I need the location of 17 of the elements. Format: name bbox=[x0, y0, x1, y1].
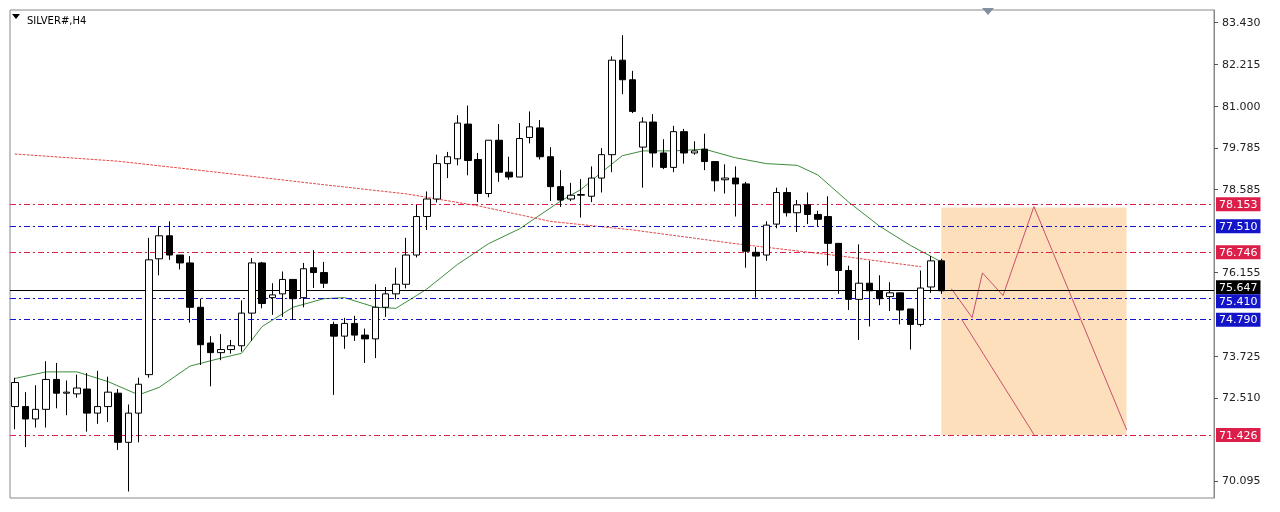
y-tick-label: 72.510 bbox=[1222, 391, 1261, 405]
y-tick-label: 70.095 bbox=[1222, 474, 1261, 488]
y-tick-label: 83.430 bbox=[1222, 16, 1261, 30]
ref-line-label: 77.510 bbox=[1219, 219, 1258, 233]
y-tick-label: 76.155 bbox=[1222, 266, 1261, 280]
y-tick-label: 82.215 bbox=[1222, 57, 1261, 71]
ref-line-label: 74.790 bbox=[1219, 313, 1258, 327]
ref-line-label: 71.426 bbox=[1219, 428, 1258, 442]
y-tick-label: 73.725 bbox=[1222, 349, 1261, 363]
y-tick-label: 78.585 bbox=[1222, 182, 1261, 196]
y-tick-label: 81.000 bbox=[1222, 99, 1261, 113]
ref-line-label: 75.647 bbox=[1219, 280, 1258, 294]
ref-line-label: 76.746 bbox=[1219, 245, 1258, 259]
ref-line-label: 75.410 bbox=[1219, 294, 1258, 308]
ref-line-label: 78.153 bbox=[1219, 197, 1258, 211]
chart-title: SILVER#,H4 bbox=[27, 14, 87, 26]
y-tick-label: 79.785 bbox=[1222, 141, 1261, 155]
